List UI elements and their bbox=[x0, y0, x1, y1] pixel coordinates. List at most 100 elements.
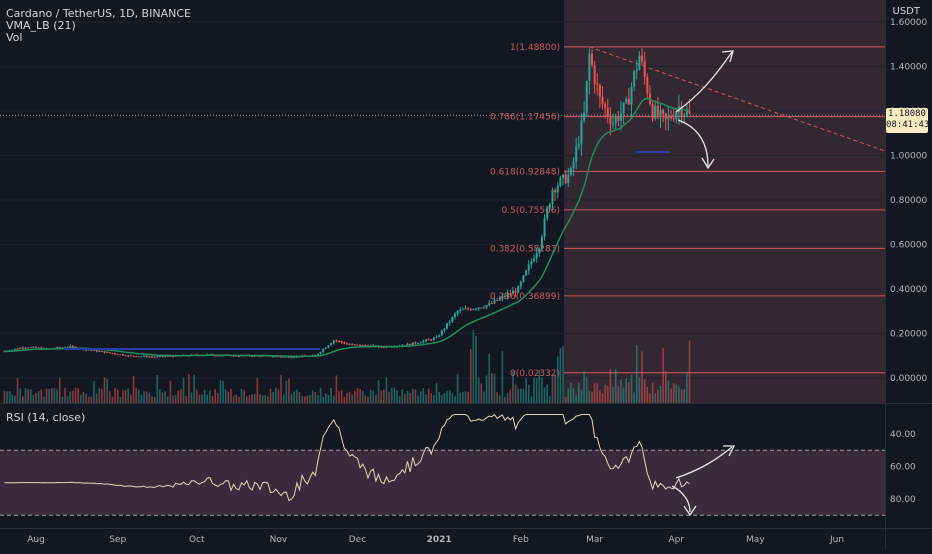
candle-body bbox=[335, 340, 338, 342]
candle-body bbox=[129, 355, 132, 357]
rsi-panel: 40.00 60.00 80.00 bbox=[0, 413, 916, 517]
candle-body bbox=[577, 144, 580, 147]
volume-bar bbox=[8, 391, 11, 403]
volume-bar bbox=[253, 393, 256, 403]
candle-body bbox=[121, 354, 124, 356]
volume-bar bbox=[127, 388, 130, 403]
vma-indicator-label[interactable]: VMA_LB (21) bbox=[6, 19, 76, 32]
volume-bar bbox=[185, 395, 187, 403]
volume-bar bbox=[412, 388, 414, 403]
volume-bar bbox=[504, 396, 506, 403]
volume-bar bbox=[314, 391, 317, 403]
volume-bar bbox=[140, 394, 143, 403]
volume-bar bbox=[269, 388, 272, 403]
volume-bar bbox=[435, 382, 438, 403]
volume-indicator-label[interactable]: Vol bbox=[6, 31, 23, 44]
volume-bar bbox=[132, 375, 135, 403]
candle-body bbox=[459, 309, 462, 312]
candle-body bbox=[438, 335, 441, 337]
volume-bar bbox=[622, 387, 625, 403]
candle-body bbox=[643, 61, 646, 77]
price-unit-label: USDT bbox=[892, 6, 920, 17]
volume-bar bbox=[243, 390, 245, 403]
volume-bar bbox=[459, 392, 462, 403]
candle-body bbox=[116, 354, 119, 356]
candle-body bbox=[424, 339, 427, 341]
candle-body bbox=[282, 356, 285, 358]
candle-body bbox=[11, 349, 14, 351]
volume-bar bbox=[501, 350, 504, 403]
volume-bar bbox=[472, 330, 475, 403]
volume-bar bbox=[119, 396, 122, 403]
volume-bar bbox=[111, 396, 114, 403]
volume-bar bbox=[87, 396, 90, 403]
candle-body bbox=[319, 352, 322, 354]
time-axis-tick: Mar bbox=[586, 535, 603, 545]
candle-body bbox=[340, 341, 343, 343]
volume-bar bbox=[543, 387, 546, 403]
candle-body bbox=[153, 356, 156, 358]
candle-body bbox=[659, 110, 662, 116]
volume-bar bbox=[274, 387, 277, 403]
volume-bar bbox=[517, 388, 520, 403]
volume-bar bbox=[375, 394, 377, 403]
volume-bar bbox=[235, 394, 238, 403]
symbol-title[interactable]: Cardano / TetherUS, 1D, BINANCE bbox=[6, 7, 191, 20]
volume-bar bbox=[425, 394, 427, 403]
volume-bar bbox=[530, 396, 533, 403]
volume-bar bbox=[166, 396, 169, 403]
candle-body bbox=[614, 117, 617, 124]
volume-bar bbox=[222, 381, 224, 403]
volume-bar bbox=[638, 377, 641, 403]
candle-body bbox=[519, 281, 522, 287]
volume-bar bbox=[498, 395, 501, 403]
volume-bar bbox=[351, 394, 353, 403]
volume-bar bbox=[135, 387, 137, 403]
volume-bar bbox=[393, 387, 396, 403]
candle-body bbox=[111, 352, 114, 354]
volume-bar bbox=[172, 395, 174, 403]
volume-bar bbox=[556, 356, 559, 403]
candle-body bbox=[440, 330, 443, 336]
candle-body bbox=[546, 208, 549, 219]
volume-bar bbox=[404, 394, 406, 403]
volume-bar bbox=[401, 388, 404, 403]
volume-bar bbox=[570, 382, 572, 403]
volume-bar bbox=[422, 388, 425, 403]
candle-body bbox=[530, 261, 533, 265]
volume-bar bbox=[209, 390, 211, 403]
volume-bar bbox=[406, 391, 409, 403]
volume-bar bbox=[454, 396, 456, 403]
candle-body bbox=[475, 308, 478, 310]
candle-body bbox=[480, 307, 483, 309]
volume-bar bbox=[414, 389, 417, 403]
candle-body bbox=[464, 308, 467, 310]
candle-body bbox=[19, 347, 22, 349]
candle-body bbox=[472, 308, 475, 310]
volume-bar bbox=[483, 391, 485, 403]
candle-body bbox=[548, 204, 551, 209]
up-projection-arrow bbox=[675, 51, 733, 113]
candle-body bbox=[35, 346, 37, 348]
volume-bar bbox=[614, 369, 617, 403]
volume-bar bbox=[564, 396, 567, 403]
candle-body bbox=[285, 356, 288, 358]
volume-bar bbox=[664, 370, 667, 403]
candle-body bbox=[522, 275, 525, 282]
volume-bar bbox=[164, 391, 166, 403]
candle-body bbox=[132, 355, 135, 357]
volume-bar bbox=[380, 390, 382, 403]
volume-bar bbox=[359, 389, 361, 403]
price-axis-tick: 0.80000 bbox=[890, 196, 927, 206]
volume-bar bbox=[53, 388, 56, 403]
time-axis-tick: Feb bbox=[513, 535, 529, 545]
volume-bar bbox=[69, 391, 72, 403]
volume-bar bbox=[206, 394, 209, 403]
volume-bar bbox=[143, 391, 145, 403]
rsi-indicator-label[interactable]: RSI (14, close) bbox=[6, 411, 86, 424]
volume-bar bbox=[29, 389, 32, 403]
volume-bar bbox=[317, 395, 319, 403]
volume-bar bbox=[522, 388, 525, 403]
